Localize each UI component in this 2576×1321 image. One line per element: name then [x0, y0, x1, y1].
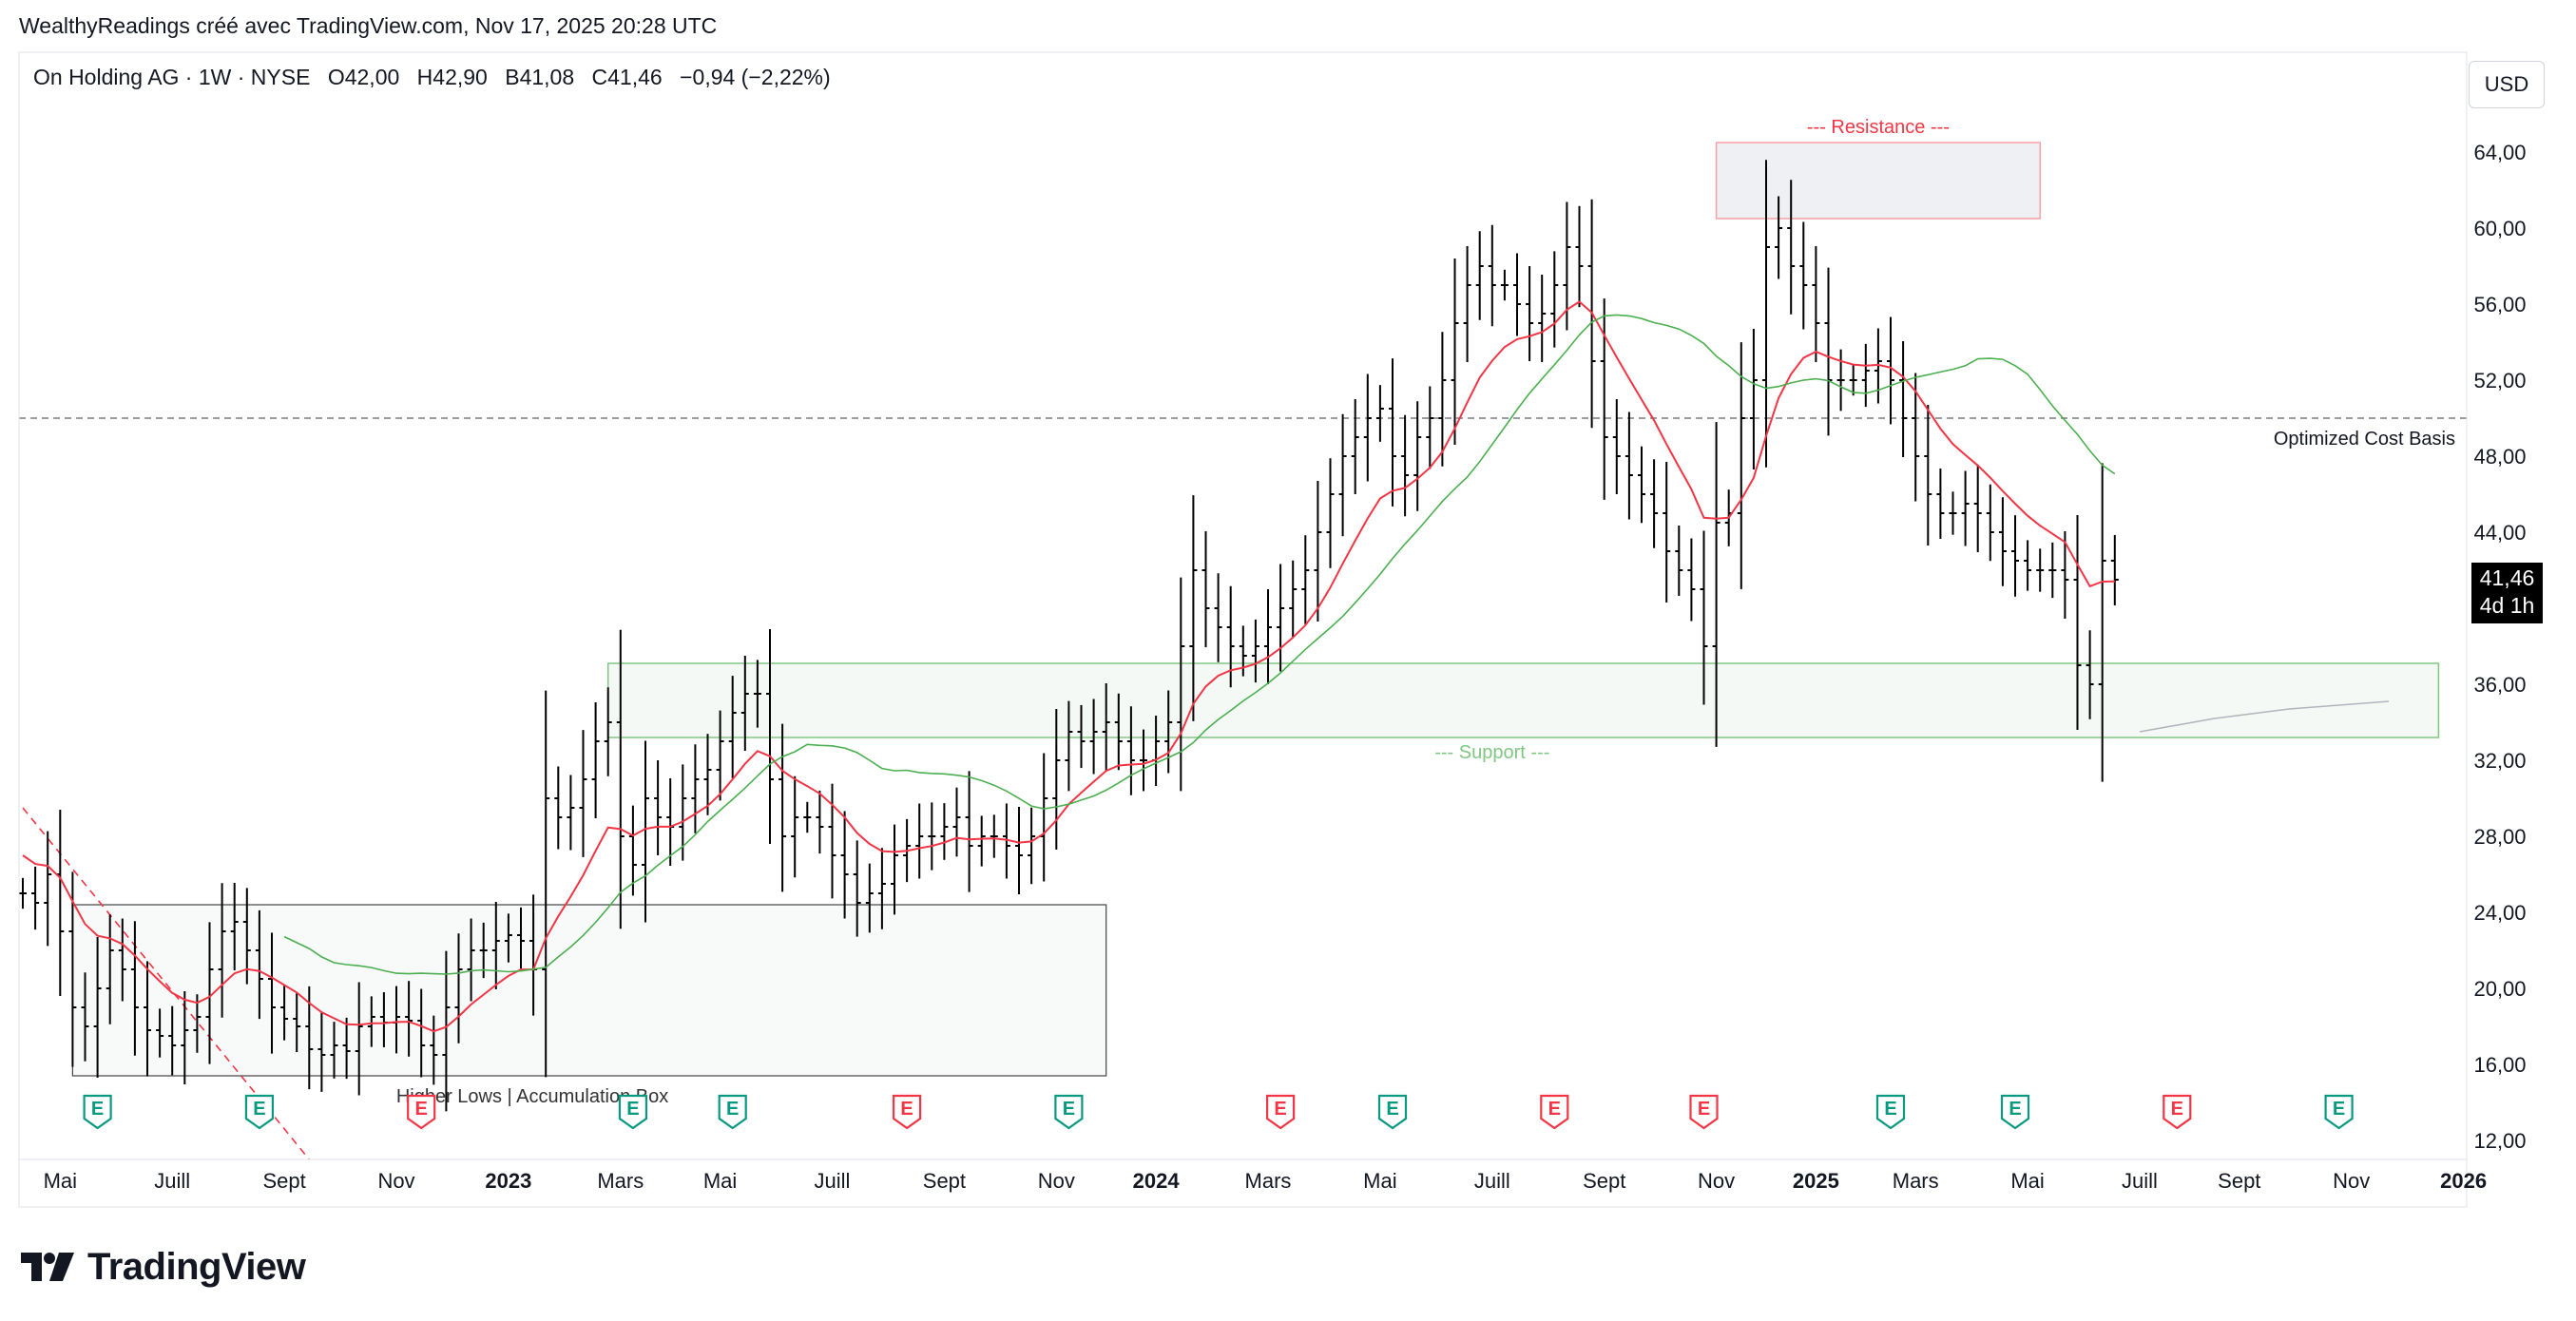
x-tick-label: Mars: [597, 1169, 644, 1193]
plot-area: --- Resistance --- --- Support --- Higher …: [19, 117, 2467, 1160]
tradingview-wordmark: TradingView: [87, 1245, 306, 1288]
x-tick-label: 2023: [485, 1169, 531, 1193]
earnings-marker-label: E: [253, 1099, 265, 1120]
symbol-legend[interactable]: On Holding AG · 1W · NYSE O42,00 H42,90 …: [33, 65, 842, 90]
earnings-marker: [893, 1094, 922, 1130]
earnings-marker-label: E: [626, 1099, 639, 1120]
earnings-marker-label: E: [91, 1099, 104, 1120]
x-tick-label: Mai: [44, 1169, 77, 1193]
earnings-marker-label: E: [415, 1099, 428, 1120]
x-tick-label: 2025: [1793, 1169, 1839, 1193]
low-value: B41,08: [505, 65, 575, 89]
x-tick-label: Mai: [2010, 1169, 2044, 1193]
x-tick-label: Sept: [262, 1169, 305, 1193]
earnings-marker: [1540, 1094, 1569, 1130]
y-tick-label: 24,00: [2473, 901, 2526, 925]
y-tick-label: 16,00: [2473, 1053, 2526, 1077]
accumulation-label: Higher Lows | Accumulation Box: [396, 1086, 668, 1107]
x-tick-label: Nov: [377, 1169, 414, 1193]
y-tick-label: 44,00: [2473, 521, 2526, 545]
earnings-marker: [407, 1094, 436, 1130]
y-tick-label: 20,00: [2473, 977, 2526, 1001]
y-tick-label: 56,00: [2473, 293, 2526, 316]
x-tick-label: Nov: [2333, 1169, 2370, 1193]
change-value: −0,94 (−2,22%): [680, 65, 831, 89]
earnings-marker: [2324, 1094, 2354, 1130]
x-tick-label: Mai: [703, 1169, 737, 1193]
x-tick-label: Sept: [2218, 1169, 2260, 1193]
cost-basis-label: Optimized Cost Basis: [2274, 429, 2455, 450]
y-tick-label: 60,00: [2473, 217, 2526, 240]
symbol-name: On Holding AG · 1W · NYSE: [33, 65, 311, 89]
currency-button[interactable]: USD: [2469, 61, 2545, 108]
last-price-tag: 41,46 4d 1h: [2471, 563, 2543, 623]
x-tick-label: Mars: [1893, 1169, 1939, 1193]
x-tick-label: Sept: [1583, 1169, 1625, 1193]
earnings-marker-label: E: [1548, 1099, 1561, 1120]
x-tick-label: Juill: [154, 1169, 190, 1193]
earnings-marker-label: E: [1274, 1099, 1286, 1120]
earnings-marker: [618, 1094, 647, 1130]
x-tick-label: Juill: [1474, 1169, 1510, 1193]
earnings-marker: [83, 1094, 112, 1130]
close-value: C41,46: [591, 65, 663, 89]
x-tick-label: 2026: [2440, 1169, 2487, 1193]
y-tick-label: 48,00: [2473, 445, 2526, 469]
tradingview-logo[interactable]: TradingView: [21, 1243, 306, 1291]
x-tick-label: 2024: [1133, 1169, 1181, 1193]
resistance-zone: [1715, 142, 2041, 220]
axes: 12,0016,0020,0024,0028,0032,0036,0040,00…: [18, 51, 2527, 1208]
y-tick-label: 64,00: [2473, 141, 2526, 164]
earnings-marker: [244, 1094, 274, 1130]
x-tick-label: Nov: [1698, 1169, 1735, 1193]
earnings-marker: [1377, 1094, 1408, 1130]
x-tick-label: Sept: [923, 1169, 966, 1193]
earnings-marker-label: E: [1386, 1099, 1398, 1120]
tradingview-logo-icon: [21, 1253, 74, 1281]
open-value: O42,00: [327, 65, 400, 89]
support-label: --- Support ---: [1434, 742, 1549, 763]
earnings-marker: [1266, 1094, 1296, 1130]
sma-slow-line: [283, 314, 2116, 975]
x-tick-label: Nov: [1038, 1169, 1075, 1193]
y-tick-label: 36,00: [2473, 673, 2526, 697]
earnings-marker: [718, 1094, 747, 1130]
long-ma-line: [2139, 700, 2390, 733]
x-tick-label: Mars: [1245, 1169, 1292, 1193]
earnings-marker: [2163, 1094, 2192, 1130]
earnings-marker: [1689, 1094, 1719, 1130]
earnings-marker-label: E: [1698, 1099, 1710, 1120]
high-value: H42,90: [416, 65, 488, 89]
earnings-marker-label: E: [726, 1099, 739, 1120]
bar-countdown: 4d 1h: [2479, 593, 2535, 618]
x-tick-label: Juill: [815, 1169, 851, 1193]
earnings-marker-label: E: [2009, 1099, 2021, 1120]
y-tick-label: 52,00: [2473, 369, 2526, 392]
ohlc-bars: [19, 160, 2119, 1112]
y-tick-label: 28,00: [2473, 825, 2526, 849]
accumulation-box: [71, 904, 1107, 1077]
earnings-marker: [2000, 1094, 2030, 1130]
x-tick-label: Mai: [1363, 1169, 1396, 1193]
y-tick-label: 12,00: [2473, 1129, 2526, 1153]
earnings-marker: [1875, 1094, 1906, 1130]
watermark-credit: WealthyReadings créé avec TradingView.co…: [19, 13, 718, 38]
resistance-label: --- Resistance ---: [1807, 117, 1950, 138]
y-tick-label: 32,00: [2473, 749, 2526, 773]
x-tick-label: Juill: [2122, 1169, 2158, 1193]
earnings-marker-label: E: [2171, 1099, 2183, 1120]
earnings-marker-label: E: [2333, 1099, 2345, 1120]
earnings-marker: [1054, 1094, 1084, 1130]
earnings-marker-label: E: [1063, 1099, 1075, 1120]
earnings-marker-label: E: [1884, 1099, 1896, 1120]
earnings-marker-label: E: [900, 1099, 913, 1120]
last-price: 41,46: [2479, 565, 2535, 590]
support-zone: [606, 662, 2440, 738]
